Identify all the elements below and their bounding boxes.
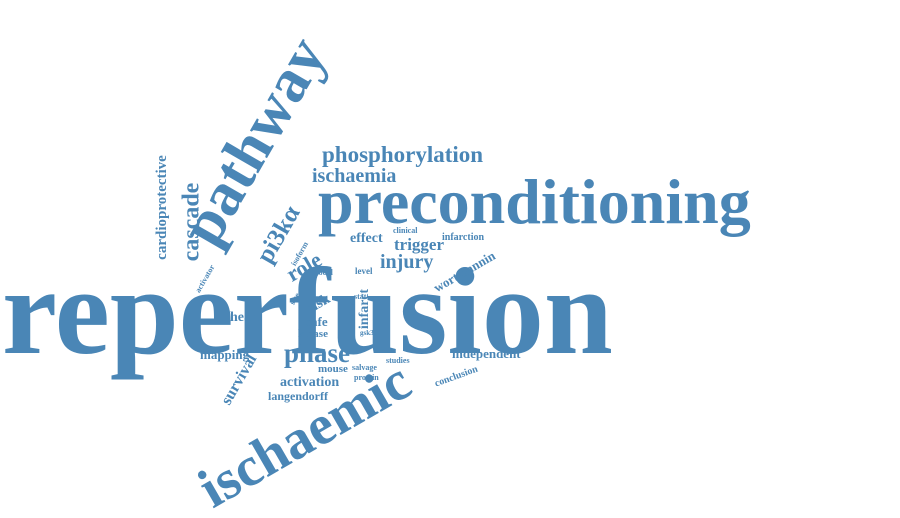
word-cardioprotective: cardioprotective <box>153 155 170 260</box>
word-heart: heart <box>230 310 262 325</box>
word-setting: setting <box>347 301 356 322</box>
word-infarct: infarct <box>357 288 373 330</box>
word-mapping: mapping <box>200 347 250 362</box>
word-level: level <box>355 266 373 276</box>
word-injury: injury <box>380 251 434 273</box>
word-tissue: tissue <box>378 346 395 354</box>
word-phase: phase <box>284 338 351 368</box>
word-reperfusion: reperfusion <box>2 243 613 380</box>
word-independent: independent <box>452 346 521 361</box>
word-salvage: salvage <box>352 363 377 372</box>
word-trigger: trigger <box>394 235 445 254</box>
word-infarction: infarction <box>442 232 485 243</box>
word-clinical: clinical <box>393 226 418 235</box>
word-ischaemia: ischaemia <box>312 165 397 187</box>
word-mouse: mouse <box>318 363 348 375</box>
word-kinase: kinase <box>298 328 328 340</box>
word-preconditioning: preconditioning <box>318 166 751 237</box>
word-activation: activation <box>280 375 340 390</box>
word-phosphorylation: phosphorylation <box>322 142 484 167</box>
word-model: model <box>312 268 333 277</box>
word-safe: safe <box>306 314 328 329</box>
word-effect: effect <box>350 231 383 246</box>
word-gsk: gsk3β <box>360 329 378 337</box>
word-protein: protein <box>354 373 379 382</box>
word-cascade: cascade <box>178 182 205 262</box>
word-langendorff: langendorff <box>268 389 328 403</box>
word-stat: stat <box>354 292 367 301</box>
word-studies: studies <box>386 356 410 365</box>
